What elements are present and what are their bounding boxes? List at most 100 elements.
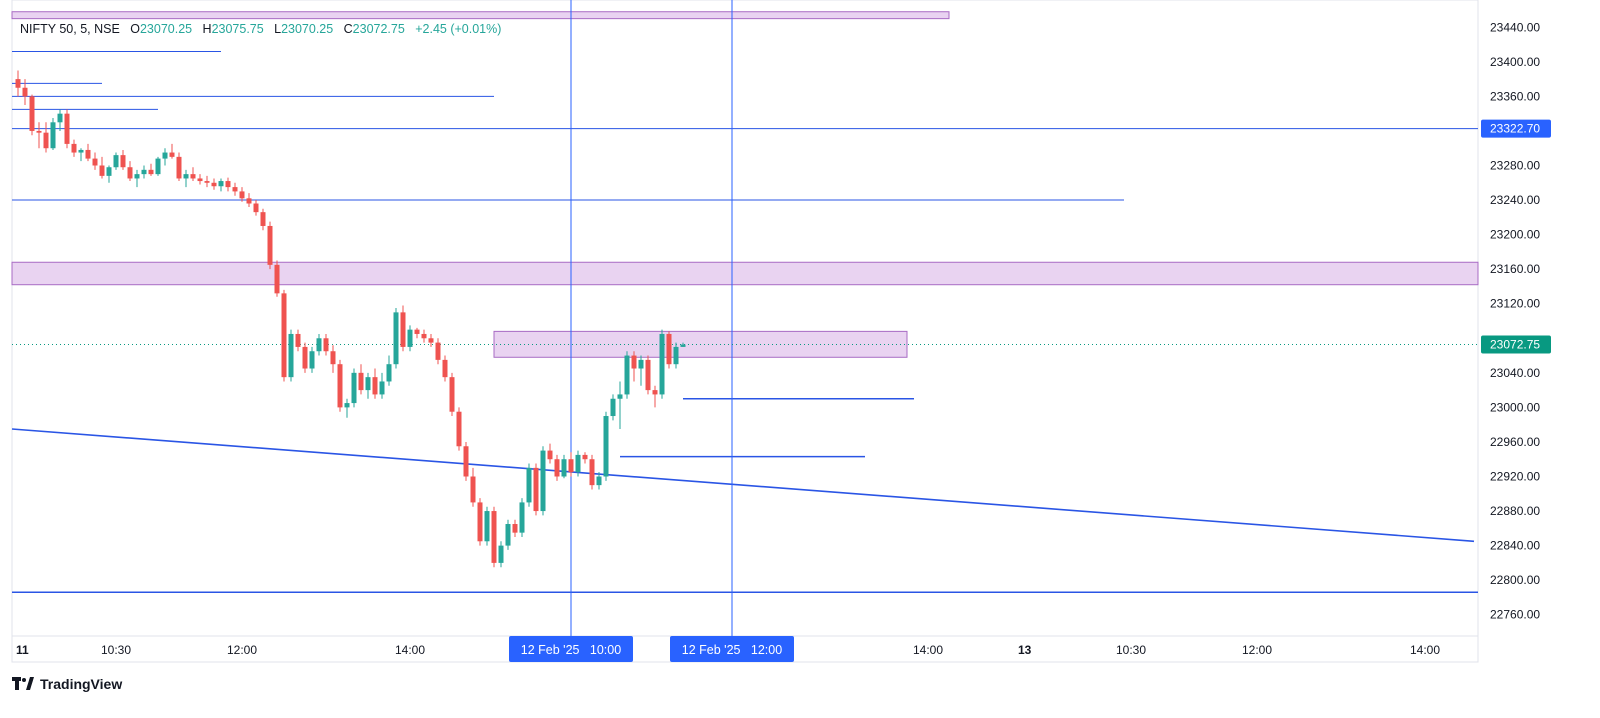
candle-body [414, 329, 420, 334]
candle-body [337, 364, 343, 408]
candle-body [491, 511, 497, 563]
candle-body [106, 167, 112, 176]
candle-body [71, 143, 77, 153]
price-tick-label: 23280.00 [1490, 159, 1540, 173]
candle-body [680, 344, 686, 347]
supply-zone-2[interactable] [11, 11, 950, 20]
candle-body [582, 454, 588, 460]
candle-body [652, 390, 658, 395]
candle-body [29, 96, 35, 131]
candle-body [281, 293, 287, 378]
price-label-line-box [1481, 119, 1551, 138]
candle-body [162, 152, 168, 159]
legend-change: +2.45 (+0.01%) [415, 22, 502, 36]
candle-body [407, 329, 413, 347]
candle-body [295, 333, 301, 347]
candle-body [442, 359, 448, 378]
candle-body [260, 212, 266, 226]
candle-body [92, 158, 98, 166]
candle-body [99, 165, 105, 176]
candle-body [85, 149, 91, 159]
candle-body [449, 377, 455, 412]
candle-body [666, 333, 672, 365]
tradingview-brand[interactable]: TradingView [12, 676, 122, 692]
legend-low: 23070.25 [281, 22, 334, 36]
candle-body [36, 130, 42, 133]
candle-body [148, 169, 154, 175]
legend-low-label: L [274, 22, 282, 36]
candle-body [498, 545, 504, 563]
legend-close: 23072.75 [352, 22, 405, 36]
legend-high: 23075.75 [211, 22, 264, 36]
candle-body [330, 351, 336, 365]
candle-body [351, 372, 357, 404]
price-tick-label: 23200.00 [1490, 228, 1540, 242]
price-tick-label: 23440.00 [1490, 20, 1540, 34]
candle-body [64, 113, 70, 144]
candle-body [456, 411, 462, 447]
candle-body [204, 181, 210, 183]
candle-body [190, 174, 196, 179]
price-tick-label: 22960.00 [1490, 435, 1540, 449]
candle-body [400, 312, 406, 347]
candle-body [344, 403, 350, 408]
candle-body [169, 152, 175, 157]
price-label-last-box [1481, 335, 1551, 354]
crosshair-time-box-0 [509, 636, 633, 662]
price-tick-label: 23040.00 [1490, 366, 1540, 380]
candle-body [274, 264, 280, 294]
candle-body [554, 459, 560, 477]
time-tick-label: 11 [16, 643, 29, 657]
candle-body [386, 364, 392, 382]
candle-body [477, 502, 483, 542]
candle-body [155, 158, 161, 175]
time-tick-label: 14:00 [1410, 643, 1440, 657]
candle-body [141, 169, 147, 175]
candle-body [15, 79, 21, 88]
candle-body [253, 203, 259, 213]
supply-zone-0[interactable] [11, 261, 1479, 286]
trend-line[interactable] [11, 428, 1475, 543]
time-tick-label: 14:00 [913, 643, 943, 657]
candle-body [309, 351, 315, 369]
legend-symbol: NIFTY 50, 5, NSE [20, 22, 120, 36]
candle-body [435, 342, 441, 360]
candle-body [610, 398, 616, 417]
price-tick-label: 23000.00 [1490, 400, 1540, 414]
candle-body [533, 467, 539, 512]
time-tick-label: 12:00 [1242, 643, 1272, 657]
candle-body [43, 132, 49, 149]
crosshair-time-label-0: 12 Feb '25 10:00 [521, 643, 621, 657]
candle-body [113, 155, 119, 168]
candle-body [645, 359, 651, 391]
candle-body [225, 181, 231, 188]
price-tick-label: 23400.00 [1490, 55, 1540, 69]
candle-body [302, 346, 308, 369]
candle-body [232, 187, 238, 192]
price-tick-label: 23120.00 [1490, 297, 1540, 311]
legend-high-label: H [202, 22, 212, 36]
candle-body [617, 394, 623, 399]
candle-body [57, 113, 63, 123]
candle-body [526, 467, 532, 503]
candle-body [218, 181, 224, 187]
candle-body [365, 377, 371, 391]
candle-body [197, 178, 203, 182]
candle-body [575, 454, 581, 473]
legend-open: 23070.25 [139, 22, 193, 36]
candle-body [589, 459, 595, 486]
candle-body [624, 355, 630, 395]
price-tick-label: 22920.00 [1490, 470, 1540, 484]
time-tick-label: 12:00 [227, 643, 257, 657]
candle-body [316, 338, 322, 352]
candle-body [127, 167, 133, 179]
price-tick-label: 22840.00 [1490, 539, 1540, 553]
candle-body [379, 381, 385, 395]
candle-body [421, 333, 427, 339]
price-tick-label: 22800.00 [1490, 573, 1540, 587]
candle-body [246, 198, 252, 204]
candle-body [267, 225, 273, 265]
candle-body [512, 524, 518, 533]
candle-body [561, 459, 567, 477]
